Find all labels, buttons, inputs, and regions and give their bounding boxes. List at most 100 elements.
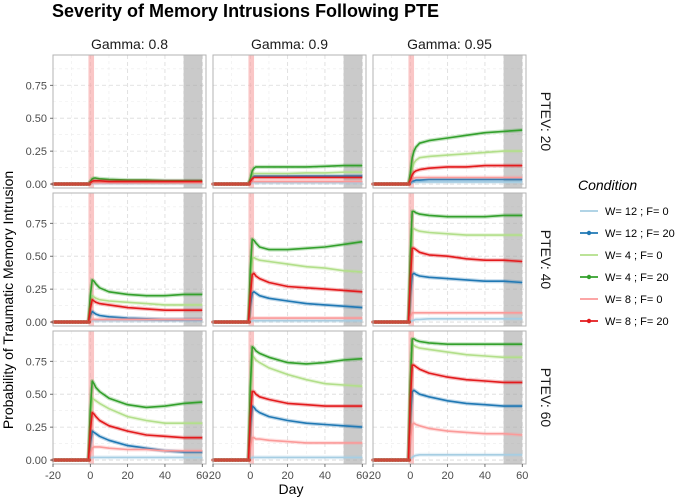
baseline-point	[216, 458, 221, 462]
baseline-point	[73, 182, 78, 186]
legend-label: W= 12 ; F= 0	[605, 206, 669, 218]
baseline-point	[236, 458, 240, 462]
end-period-band	[503, 55, 523, 188]
baseline-point	[233, 182, 238, 186]
facet-panel	[211, 330, 367, 465]
facet-panel	[371, 54, 527, 189]
baseline-point	[228, 458, 232, 462]
baseline-point	[233, 320, 238, 324]
baseline-point	[376, 458, 381, 462]
baseline-point	[219, 182, 224, 186]
pte-period-band	[88, 193, 95, 326]
baseline-point	[385, 182, 389, 186]
baseline-point	[233, 458, 238, 462]
baseline-point	[84, 182, 89, 186]
baseline-point	[228, 182, 232, 186]
baseline-point	[87, 458, 92, 462]
panel-border	[52, 192, 207, 327]
x-tick-label: 20	[442, 470, 454, 482]
x-tick-label: 20	[282, 470, 294, 482]
facet-panel	[371, 330, 527, 465]
baseline-point	[407, 458, 412, 462]
x-axis-label: Day	[279, 481, 304, 497]
panel-background	[213, 193, 366, 326]
baseline-point	[84, 458, 89, 462]
x-tick-label: 60	[356, 470, 368, 482]
baseline-point	[87, 320, 92, 324]
panel-border	[372, 330, 527, 465]
x-axis-ticks: -20 0 20 40 60-20 0 20 40 60-20 0 20 40 60	[45, 464, 528, 482]
baseline-point	[242, 182, 246, 186]
facet-panel	[51, 330, 207, 465]
x-tick-label: 0	[407, 470, 413, 482]
baseline-point	[56, 182, 61, 186]
legend: Condition W= 12 ; F= 0 W= 12 ; F= 20 W= 4 …	[578, 177, 675, 328]
baseline-point	[76, 458, 80, 462]
baseline-point	[247, 182, 252, 186]
baseline-point	[393, 458, 398, 462]
y-tick-label: 0.25	[26, 284, 47, 296]
legend-item: W= 12 ; F= 0	[580, 206, 669, 218]
baseline-point	[54, 320, 58, 324]
baseline-point	[244, 320, 249, 324]
baseline-point	[65, 182, 69, 186]
y-axis-label: Probability of Traumatic Memory Intrusio…	[0, 171, 16, 429]
baseline-point	[239, 320, 243, 324]
baseline-point	[216, 182, 221, 186]
end-period-band	[343, 55, 363, 188]
y-tick-label: 0.50	[26, 389, 47, 401]
baseline-point	[239, 182, 243, 186]
panel-border	[212, 54, 367, 189]
baseline-point	[73, 458, 78, 462]
y-tick-label: 0.00	[26, 179, 47, 191]
baseline-point	[225, 182, 229, 186]
facet-panel	[371, 192, 527, 327]
baseline-point	[82, 182, 86, 186]
y-axis-ticks: 0.00 0.25 0.50 0.75 0.00 0.25 0.50 0.75 0.00 0.25…	[26, 80, 53, 467]
baseline-point	[59, 320, 64, 324]
baseline-point	[396, 458, 400, 462]
panel-border	[212, 192, 367, 327]
baseline-point	[247, 320, 252, 324]
baseline-point	[390, 320, 395, 324]
baseline-point	[385, 458, 389, 462]
baseline-point	[79, 182, 83, 186]
baseline-point	[70, 458, 75, 462]
baseline-point	[379, 458, 384, 462]
baseline-point	[219, 458, 224, 462]
baseline-point	[379, 320, 384, 324]
baseline-point	[65, 320, 69, 324]
baseline-point	[236, 320, 240, 324]
baseline-point	[402, 182, 406, 186]
baseline-point	[236, 182, 240, 186]
facet-panel	[211, 192, 367, 327]
legend-label: W= 4 ; F= 0	[605, 250, 662, 262]
baseline-point	[222, 458, 226, 462]
end-period-band	[183, 55, 203, 188]
baseline-point	[70, 320, 75, 324]
panel-background	[53, 331, 206, 464]
baseline-point	[388, 458, 392, 462]
legend-item: W= 8 ; F= 20	[580, 316, 669, 328]
x-tick-label: -20	[205, 470, 221, 482]
end-period-band	[343, 193, 363, 326]
legend-marker	[586, 318, 592, 324]
baseline-point	[68, 458, 72, 462]
baseline-point	[399, 182, 403, 186]
baseline-point	[214, 458, 218, 462]
baseline-point	[68, 182, 72, 186]
x-tick-label: 60	[516, 470, 528, 482]
baseline-point	[407, 182, 412, 186]
facet-row-label: PTEV: 60	[538, 368, 554, 428]
baseline-point	[388, 320, 392, 324]
y-tick-label: 0.25	[26, 422, 47, 434]
baseline-point	[62, 320, 66, 324]
legend-label: W= 4 ; F= 20	[605, 272, 669, 284]
baseline-point	[247, 458, 252, 462]
y-tick-label: 0.50	[26, 113, 47, 125]
pte-period-band	[88, 55, 95, 188]
x-tick-label: 40	[479, 470, 491, 482]
x-tick-label: -20	[45, 470, 61, 482]
y-tick-label: 0.75	[26, 80, 47, 92]
x-tick-label: 60	[196, 470, 208, 482]
